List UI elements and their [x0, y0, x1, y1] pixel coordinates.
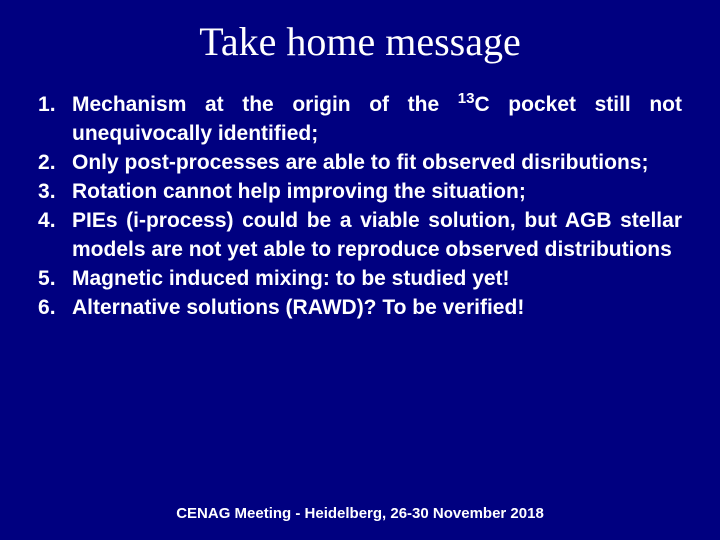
list-item: Magnetic induced mixing: to be studied y… [38, 265, 682, 294]
list-item: PIEs (i-process) could be a viable solut… [38, 207, 682, 265]
slide: Take home message Mechanism at the origi… [0, 0, 720, 540]
item-text-pre: Magnetic induced mixing: to be studied y… [72, 267, 510, 290]
item-text-pre: Only post-processes are able to fit obse… [72, 151, 648, 174]
item-text-pre: Mechanism at the origin of the [72, 93, 458, 116]
list-item: Alternative solutions (RAWD)? To be veri… [38, 294, 682, 323]
list-item: Only post-processes are able to fit obse… [38, 149, 682, 178]
list-item: Rotation cannot help improving the situa… [38, 178, 682, 207]
bullet-list: Mechanism at the origin of the 13C pocke… [32, 91, 688, 323]
item-text-pre: Alternative solutions (RAWD)? To be veri… [72, 296, 524, 319]
list-item: Mechanism at the origin of the 13C pocke… [38, 91, 682, 149]
item-text-pre: PIEs (i-process) could be a viable solut… [72, 209, 682, 261]
slide-title: Take home message [32, 18, 688, 65]
item-text-pre: Rotation cannot help improving the situa… [72, 180, 526, 203]
slide-footer: CENAG Meeting - Heidelberg, 26-30 Novemb… [0, 505, 720, 522]
item-superscript: 13 [458, 90, 475, 107]
